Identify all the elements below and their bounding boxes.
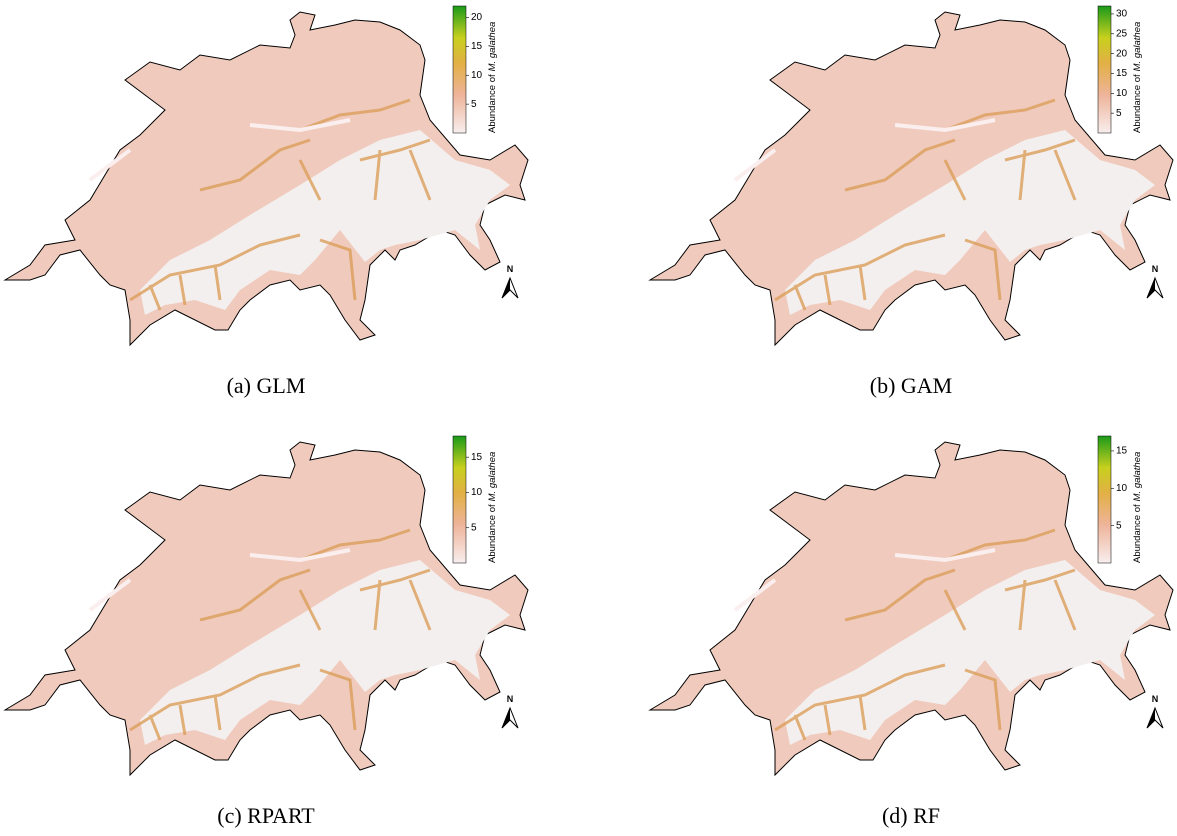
map <box>5 12 528 345</box>
figure: 5 10 15 20 Abundance of M. galathea N (a) GLM 5 1… <box>0 0 1177 836</box>
tick-label: 15 <box>471 452 483 463</box>
panel: 5 10 15 Abundance of M. galathea N (c) RPART <box>5 436 528 828</box>
tick-label: 30 <box>1116 9 1128 20</box>
tick-label: 5 <box>1116 520 1122 531</box>
north-label: N <box>507 264 514 274</box>
tick-label: 10 <box>1116 483 1128 494</box>
species-name: M. galathea <box>487 452 498 502</box>
species-name: M. galathea <box>1132 22 1143 72</box>
tick-label: 10 <box>471 487 483 498</box>
map <box>650 12 1173 345</box>
label-text: Abundance of <box>1132 74 1143 133</box>
map <box>5 442 528 775</box>
tick-label: 15 <box>1116 446 1128 457</box>
colorbar <box>1098 436 1111 563</box>
caption: (c) RPART <box>217 803 315 828</box>
panel: 5 10 15 Abundance of M. galathea N (d) RF <box>650 436 1173 828</box>
tick-label: 25 <box>1116 28 1128 39</box>
north-label: N <box>1152 264 1159 274</box>
colorbar <box>1098 6 1111 133</box>
tick-label: 5 <box>471 522 477 533</box>
species-name: M. galathea <box>1132 452 1143 502</box>
colorbar-label: Abundance of M. galathea <box>487 452 498 563</box>
colorbar <box>453 6 466 133</box>
page: {"panels": [ {"caption": "(a) GLM", "nor… <box>0 0 1177 836</box>
tick-label: 5 <box>1116 108 1122 119</box>
north-label: N <box>1152 694 1159 704</box>
map <box>650 442 1173 775</box>
label-text: Abundance of <box>487 74 498 133</box>
caption: (d) RF <box>882 803 940 828</box>
tick-label: 15 <box>1116 68 1128 79</box>
north-label: N <box>507 694 514 704</box>
colorbar-label: Abundance of M. galathea <box>1132 452 1143 563</box>
tick-label: 5 <box>471 99 477 110</box>
colorbar <box>453 436 466 563</box>
panel: 5 10 15 20 25 30 Abundance of M. galathea N (b) G… <box>650 6 1173 398</box>
species-name: M. galathea <box>487 22 498 72</box>
label-text: Abundance of <box>1132 504 1143 563</box>
tick-label: 10 <box>1116 88 1128 99</box>
panel: 5 10 15 20 Abundance of M. galathea N (a) GLM <box>5 6 528 398</box>
colorbar-label: Abundance of M. galathea <box>1132 22 1143 133</box>
tick-label: 10 <box>471 70 483 81</box>
label-text: Abundance of <box>487 504 498 563</box>
tick-label: 15 <box>471 41 483 52</box>
caption: (a) GLM <box>227 373 306 398</box>
colorbar-label: Abundance of M. galathea <box>487 22 498 133</box>
tick-label: 20 <box>471 12 483 23</box>
tick-label: 20 <box>1116 48 1128 59</box>
caption: (b) GAM <box>870 373 953 398</box>
